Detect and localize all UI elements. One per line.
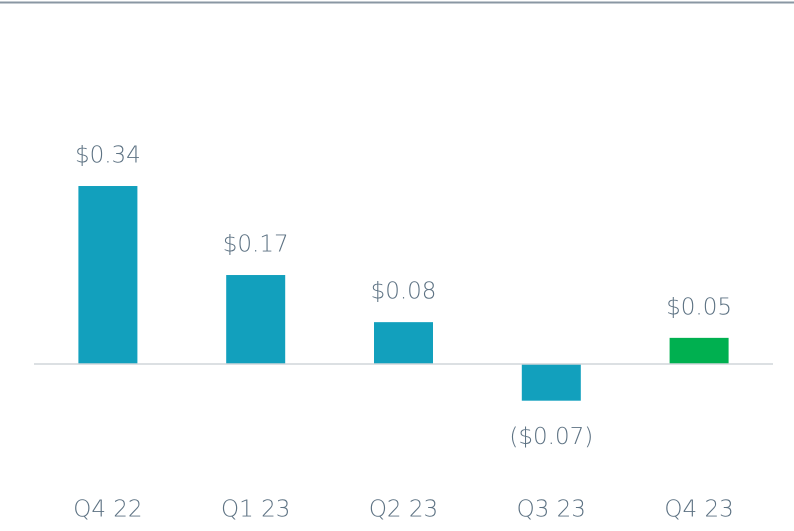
- value-label: $0.05: [666, 294, 732, 320]
- x-tick-label: Q4 23: [664, 497, 733, 523]
- value-label: $0.34: [75, 143, 141, 169]
- bar: [374, 322, 433, 365]
- value-label: $0.17: [223, 232, 289, 258]
- value-label: $0.08: [371, 279, 437, 305]
- x-tick-label: Q3 23: [517, 497, 586, 523]
- value-label: ($0.07): [509, 424, 593, 450]
- bar: [78, 186, 138, 365]
- x-tick-label: Q2 23: [369, 497, 438, 523]
- bar: [226, 275, 286, 365]
- bar: [521, 364, 581, 401]
- x-tick-label: Q1 23: [221, 497, 290, 523]
- bar: [669, 337, 729, 365]
- x-tick-label: Q4 22: [73, 497, 142, 523]
